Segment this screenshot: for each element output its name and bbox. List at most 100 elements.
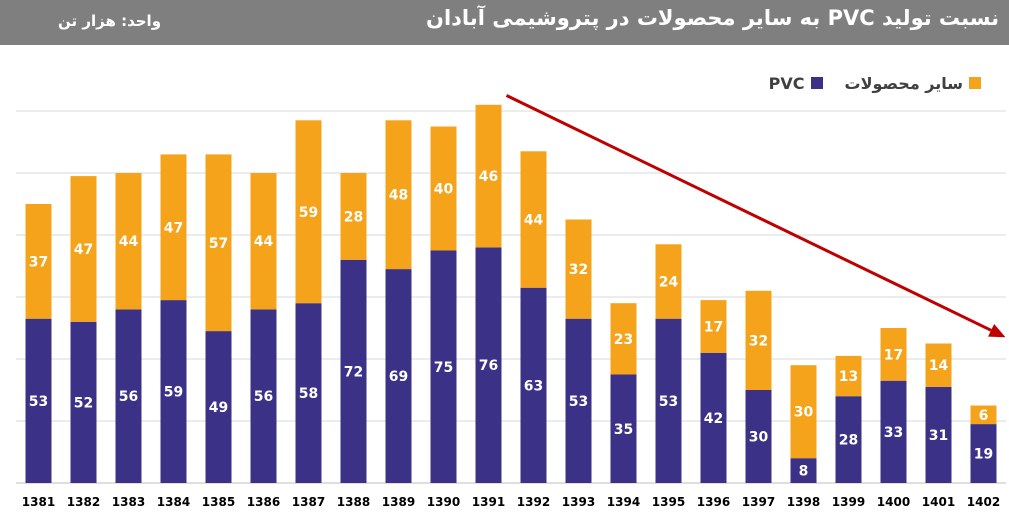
bar-other <box>475 104 502 248</box>
data-label-other: 30 <box>794 405 814 421</box>
bar-pvc <box>295 303 322 483</box>
x-tick-label: 1381 <box>22 495 55 509</box>
data-label-other: 32 <box>569 262 588 278</box>
x-tick-label: 1394 <box>607 495 640 509</box>
data-label-pvc: 59 <box>164 385 183 401</box>
bar-other <box>340 173 367 260</box>
data-label-other: 32 <box>749 333 768 349</box>
data-label-other: 46 <box>479 169 498 185</box>
data-label-other: 37 <box>29 254 48 270</box>
x-tick-label: 1392 <box>517 495 550 509</box>
bar-other <box>835 355 862 397</box>
data-label-other: 57 <box>209 236 228 252</box>
data-label-pvc: 30 <box>749 430 769 446</box>
bar-other <box>520 151 547 288</box>
data-label-pvc: 19 <box>974 447 993 463</box>
x-tick-label: 1402 <box>967 495 1000 509</box>
data-label-pvc: 53 <box>659 394 678 410</box>
bar-other <box>565 219 592 319</box>
x-tick-label: 1393 <box>562 495 595 509</box>
bar-other <box>25 204 52 319</box>
bar-pvc <box>25 318 52 483</box>
bar-pvc <box>790 458 817 483</box>
data-label-other: 13 <box>839 369 858 385</box>
bar-other <box>250 173 277 310</box>
bar-other <box>700 300 727 353</box>
data-label-pvc: 35 <box>614 422 633 438</box>
bar-other <box>970 405 997 425</box>
bar-other <box>610 303 637 375</box>
bar-pvc <box>115 309 142 483</box>
data-label-pvc: 49 <box>209 400 228 416</box>
legend-item-pvc: PVC <box>769 74 823 93</box>
data-label-pvc: 58 <box>299 386 318 402</box>
header-bar: نسبت تولید PVC به سایر محصولات در پتروشی… <box>0 0 1009 45</box>
data-label-pvc: 28 <box>839 433 858 449</box>
data-label-pvc: 75 <box>434 360 453 376</box>
bar-other <box>745 290 772 390</box>
data-label-other: 6 <box>979 408 989 424</box>
chart-title: نسبت تولید PVC به سایر محصولات در پتروشی… <box>426 6 999 30</box>
data-label-pvc: 63 <box>524 378 543 394</box>
bar-pvc <box>835 396 862 483</box>
data-label-other: 17 <box>884 347 903 363</box>
legend-swatch-pvc <box>810 77 823 89</box>
x-tick-label: 1384 <box>157 495 190 509</box>
bar-pvc <box>160 300 187 483</box>
bar-other <box>880 328 907 381</box>
legend-swatch-other <box>969 77 981 89</box>
x-tick-label: 1383 <box>112 495 145 509</box>
data-label-pvc: 33 <box>884 425 903 441</box>
data-label-other: 44 <box>119 234 139 250</box>
bar-other <box>790 365 817 459</box>
bar-pvc <box>970 424 997 483</box>
bar-pvc <box>475 247 502 483</box>
bar-other <box>205 154 232 332</box>
x-tick-label: 1390 <box>427 495 460 509</box>
data-label-pvc: 8 <box>799 464 809 480</box>
data-label-pvc: 56 <box>119 389 138 405</box>
data-label-pvc: 76 <box>479 358 498 374</box>
data-label-other: 48 <box>389 188 408 204</box>
legend-label-pvc: PVC <box>768 73 805 93</box>
data-label-other: 17 <box>704 319 723 335</box>
x-tick-label: 1388 <box>337 495 370 509</box>
data-label-other: 47 <box>74 242 93 258</box>
data-label-other: 47 <box>164 220 183 236</box>
bar-other <box>655 244 682 319</box>
x-tick-label: 1401 <box>922 495 955 509</box>
bar-other <box>70 176 97 322</box>
data-label-other: 28 <box>344 209 363 225</box>
bar-pvc <box>430 250 457 483</box>
bar-pvc <box>70 321 97 483</box>
bar-pvc <box>925 386 952 483</box>
bar-pvc <box>700 352 727 483</box>
bar-other <box>115 173 142 310</box>
data-label-pvc: 53 <box>29 394 48 410</box>
bar-pvc <box>205 331 232 483</box>
data-label-other: 24 <box>659 275 679 291</box>
bar-other <box>160 154 187 301</box>
data-label-other: 40 <box>434 182 454 198</box>
x-tick-label: 1400 <box>877 495 910 509</box>
bar-pvc <box>745 390 772 483</box>
trend-arrow-head <box>988 324 1006 338</box>
bar-pvc <box>385 269 412 483</box>
data-label-pvc: 31 <box>929 428 948 444</box>
unit-label: واحد: هزار تن <box>58 12 162 30</box>
bar-other <box>430 126 457 251</box>
data-label-other: 44 <box>524 213 544 229</box>
bar-pvc <box>520 287 547 483</box>
x-tick-label: 1398 <box>787 495 820 509</box>
bar-pvc <box>565 318 592 483</box>
bar-other <box>295 120 322 304</box>
x-tick-label: 1399 <box>832 495 865 509</box>
bar-pvc <box>250 309 277 483</box>
data-label-pvc: 69 <box>389 369 408 385</box>
x-tick-label: 1387 <box>292 495 325 509</box>
bar-other <box>925 343 952 387</box>
data-label-pvc: 56 <box>254 389 273 405</box>
x-tick-label: 1385 <box>202 495 235 509</box>
bar-other <box>385 120 412 270</box>
